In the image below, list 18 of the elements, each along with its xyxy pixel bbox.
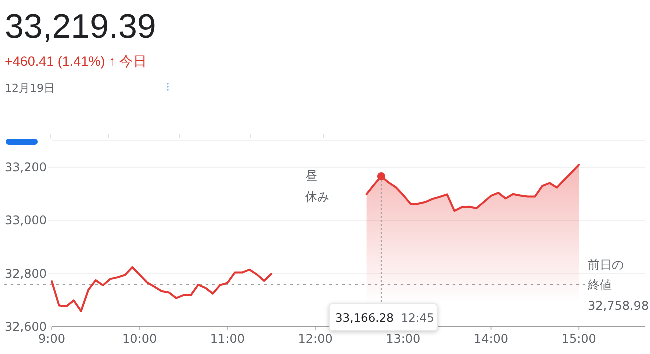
x-tick-label: 11:00 — [210, 332, 245, 346]
y-tick-label: 32,800 — [5, 266, 47, 281]
y-tick-label: 33,000 — [5, 214, 47, 228]
x-tick-label: 9:00 — [38, 332, 66, 346]
x-tick-label: 10:00 — [122, 332, 158, 346]
x-tick-label: 12:00 — [298, 332, 333, 346]
y-tick-label: 32,600 — [5, 320, 47, 334]
chart-title: 33,219.39 — [5, 8, 156, 46]
annotation: 33,166.28 12:45 — [335, 311, 434, 325]
annotation: 昼休み — [306, 169, 330, 204]
x-tick-label: 14:00 — [474, 332, 509, 346]
line-series — [51, 266, 273, 312]
ref-line-label: 前日の終値 32,758.98 — [587, 258, 650, 313]
text: 12月19日 — [5, 82, 55, 95]
x-tick-label: 13:00 — [386, 332, 421, 346]
chart-subtitle: +460.41 (1.41%) ↑ 今日 — [5, 54, 148, 69]
x-tick-label: 15:00 — [562, 332, 596, 346]
y-tick-label: 33,200 — [5, 160, 47, 175]
